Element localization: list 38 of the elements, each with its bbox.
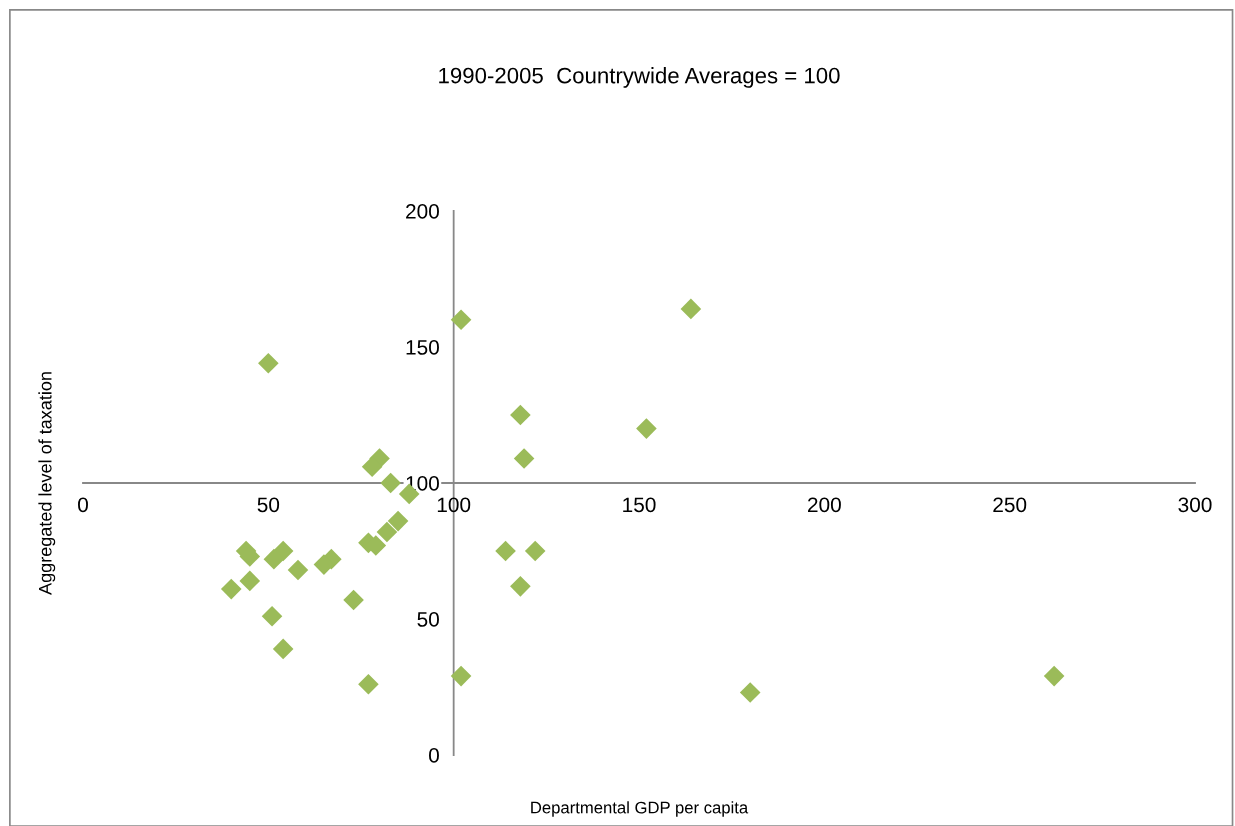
x-tick-label: 0 [78, 497, 88, 513]
y-tick-label: 0 [429, 748, 439, 763]
point [1043, 665, 1065, 687]
y-axis-title: Aggregated level of taxation [38, 372, 56, 595]
point [287, 559, 309, 581]
x-tick-label: 50 [257, 497, 280, 513]
x-tick-label: 200 [808, 497, 841, 513]
point [450, 665, 472, 687]
point [636, 418, 657, 439]
point [387, 510, 409, 532]
point [361, 456, 383, 477]
point [343, 589, 364, 611]
point [263, 548, 285, 570]
point [380, 472, 401, 494]
point [272, 638, 294, 660]
y-tick-label: 50 [417, 612, 439, 627]
point [261, 605, 283, 627]
point [495, 540, 516, 562]
point [680, 298, 702, 320]
point [510, 404, 531, 426]
point [258, 353, 279, 374]
x-tick-label: 150 [623, 497, 656, 513]
point [524, 540, 546, 562]
point [376, 521, 398, 543]
x-axis-title: Departmental GDP per capita [531, 801, 749, 817]
x-tick-label: 100 [437, 497, 471, 513]
point [358, 673, 379, 695]
y-tick-label: 200 [406, 204, 439, 219]
point [450, 309, 472, 331]
point [239, 570, 261, 592]
point [739, 682, 761, 703]
point [513, 448, 535, 469]
y-tick-label: 150 [406, 340, 439, 355]
x-tick-label: 300 [1178, 497, 1212, 513]
point [220, 578, 242, 600]
x-tick-label: 250 [993, 497, 1027, 513]
chart-title: 1990-2005 Countrywide Averages = 100 [439, 67, 840, 88]
point [510, 576, 531, 597]
